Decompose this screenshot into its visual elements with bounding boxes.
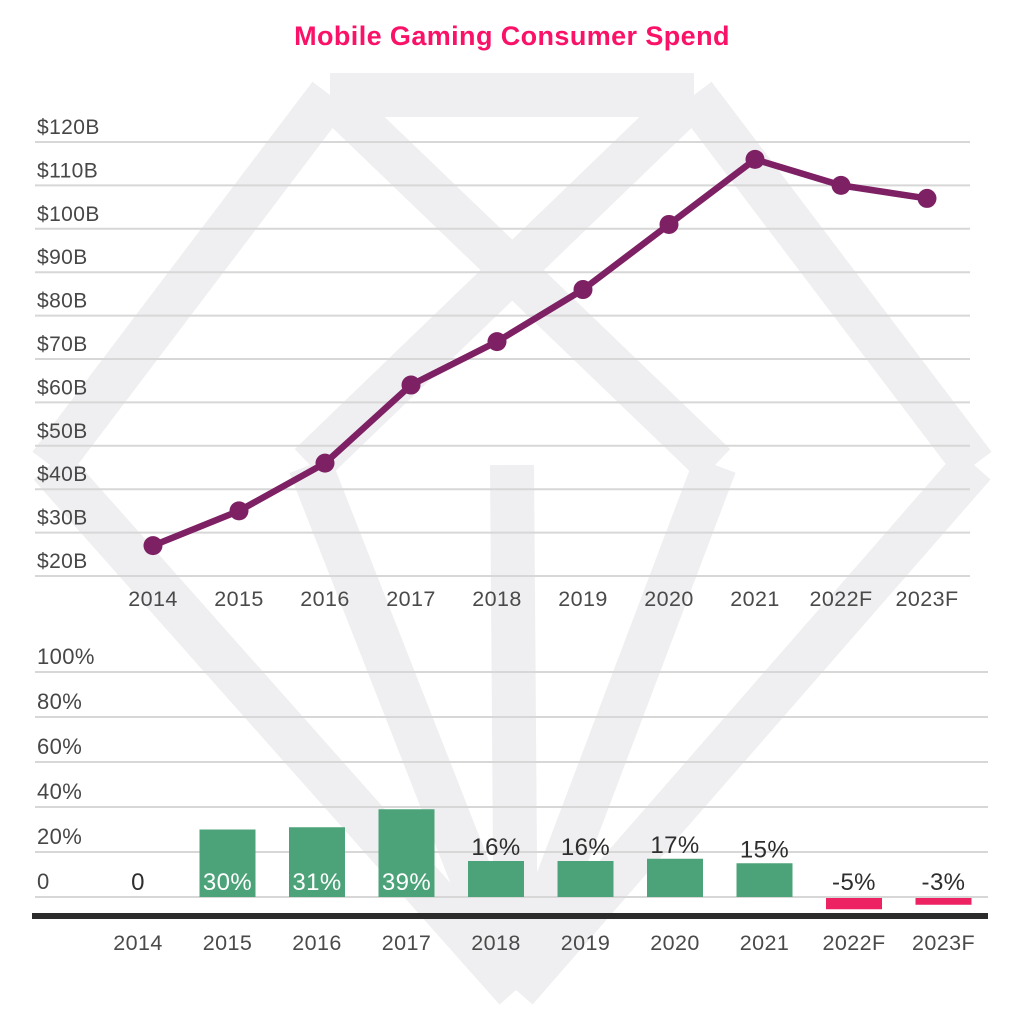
bar-label-2020: 17% [650, 832, 699, 859]
bar-label-2016: 31% [292, 869, 341, 896]
y-tick-label: $90B [37, 246, 88, 269]
data-point-2022F [831, 175, 851, 195]
x-tick-label-2016: 2016 [300, 587, 349, 611]
data-point-2017 [401, 375, 421, 395]
watermark-facet-line [676, 81, 992, 479]
x-tick-label-2022F: 2022F [823, 931, 886, 955]
data-point-2014 [143, 536, 163, 556]
spend-line [149, 156, 931, 549]
watermark-facet-line [289, 456, 537, 999]
watermark-facet-line [495, 457, 736, 998]
bar-2020 [647, 858, 703, 897]
x-tick-label-2021: 2021 [740, 931, 789, 955]
y-tick-label: 80% [37, 689, 82, 714]
x-tick-label-2015: 2015 [214, 587, 263, 611]
bar-label-2015: 30% [203, 869, 252, 896]
bar-2018 [468, 861, 524, 897]
bar-label-2023F: -3% [922, 869, 966, 896]
data-point-2016 [315, 453, 335, 473]
x-tick-label-2017: 2017 [386, 587, 435, 611]
data-point-2015 [229, 501, 249, 521]
consumer-spend-line-chart: $120B $110B $100B $90B $80B $70B $60B $50B $40B $… [35, 116, 970, 611]
yoy-growth-bar-chart: 100% 80% 60% 40% 20% 0 0 30% 31% 39% 16% 16% 17% 15% -… [32, 644, 988, 955]
y-tick-label: $20B [37, 550, 88, 573]
y-tick-label: 60% [37, 734, 82, 759]
y-tick-label: 100% [37, 644, 95, 669]
y-tick-label: 0 [37, 869, 50, 894]
x-tick-label-2022F: 2022F [810, 587, 873, 611]
x-axis-line [32, 913, 988, 919]
data-point-2023F [917, 188, 937, 208]
bar-label-2019: 16% [561, 834, 610, 861]
x-tick-label-2014: 2014 [128, 587, 177, 611]
x-tick-label-2023F: 2023F [912, 931, 975, 955]
watermark-facet-line [490, 464, 538, 991]
watermark-facet-line [33, 450, 533, 1005]
y-tick-label: $30B [37, 507, 88, 530]
diamond-gem-watermark-icon [32, 73, 992, 1005]
x-tick-label-2019: 2019 [558, 587, 607, 611]
bar-2019 [557, 861, 614, 897]
y-tick-label: $80B [37, 290, 88, 313]
page-title: Mobile Gaming Consumer Spend [294, 21, 730, 51]
bar-2016 [289, 827, 345, 897]
y-tick-label: $50B [37, 420, 88, 443]
data-point-2020 [659, 214, 679, 234]
bar-label-2014: 0 [131, 869, 145, 896]
bar-2021 [736, 863, 793, 897]
x-tick-label-2016: 2016 [292, 931, 341, 955]
y-tick-label: 20% [37, 824, 82, 849]
watermark-facet-line [32, 81, 348, 479]
x-tick-label-2015: 2015 [203, 931, 252, 955]
y-tick-label: $40B [37, 463, 88, 486]
x-tick-label-2019: 2019 [561, 931, 610, 955]
y-tick-label: $70B [37, 333, 88, 356]
data-point-2021 [745, 149, 765, 169]
y-tick-label: $100B [37, 203, 100, 226]
x-tick-label-2021: 2021 [730, 587, 779, 611]
bar-2017 [378, 809, 435, 897]
watermark-facet-line [499, 450, 991, 1005]
x-tick-label-2020: 2020 [644, 587, 693, 611]
x-tick-label-2017: 2017 [382, 931, 431, 955]
y-tick-label: $60B [37, 376, 88, 399]
y-tick-label: 40% [37, 779, 82, 804]
x-tick-label-2014: 2014 [113, 931, 162, 955]
bar-label-2021: 15% [740, 836, 789, 863]
bar-2015 [199, 829, 256, 897]
bar-label-2017: 39% [382, 869, 431, 896]
data-point-2018 [487, 332, 507, 352]
bar-label-2018: 16% [471, 834, 520, 861]
bar-2023F [915, 898, 972, 905]
bar-label-2022F: -5% [832, 869, 876, 896]
bar-2022F [826, 898, 882, 910]
x-tick-label-2018: 2018 [471, 931, 520, 955]
data-point-2019 [573, 280, 593, 300]
y-tick-label: $110B [37, 159, 98, 182]
y-tick-label: $120B [37, 116, 100, 139]
x-tick-label-2018: 2018 [472, 587, 521, 611]
x-tick-label-2020: 2020 [650, 931, 699, 955]
x-tick-label-2023F: 2023F [896, 587, 959, 611]
